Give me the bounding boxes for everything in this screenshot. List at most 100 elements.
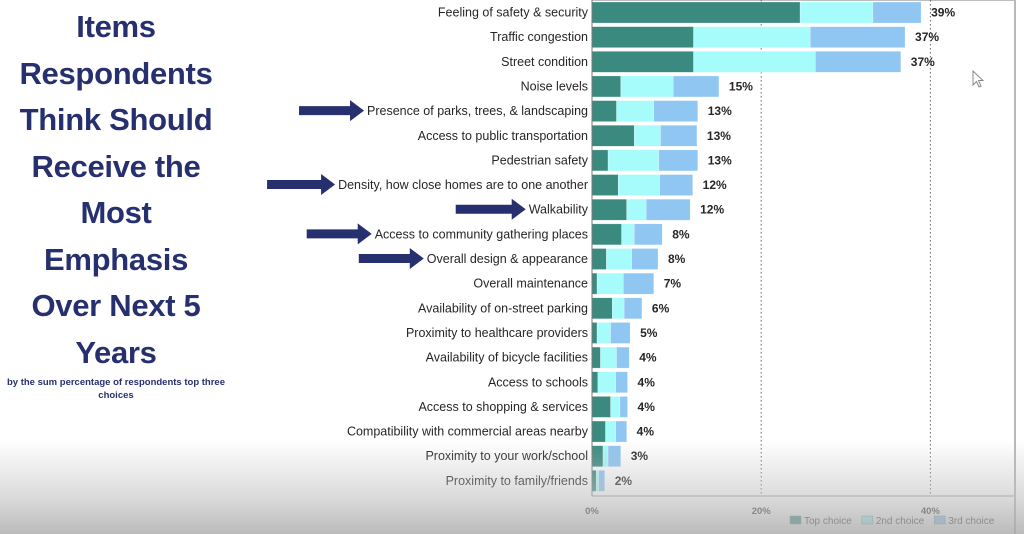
arrow-icon	[455, 198, 526, 220]
bar-segment-3rd-choice	[634, 223, 663, 246]
bar-segment-top-choice	[591, 149, 609, 172]
bar-segment-2nd-choice	[595, 470, 600, 492]
value-label: 3%	[631, 449, 649, 463]
bar-segment-top-choice	[591, 75, 622, 98]
category-label: Noise levels	[521, 79, 588, 93]
bar-segment-3rd-choice	[607, 445, 622, 467]
bar-segment-top-choice	[591, 470, 597, 492]
category-label: Availability of bicycle facilities	[426, 351, 588, 365]
bar-segment-top-choice	[591, 272, 598, 295]
annotation-arrows	[267, 100, 526, 269]
bar-segment-top-choice	[591, 396, 611, 418]
legend-label: 3rd choice	[948, 516, 995, 527]
bar-segment-3rd-choice	[810, 26, 906, 48]
value-label: 37%	[915, 30, 939, 44]
category-label: Overall maintenance	[473, 277, 588, 291]
value-label: 13%	[708, 153, 732, 167]
window-frame-edge	[1014, 0, 1016, 534]
bars	[591, 1, 922, 492]
bar-segment-2nd-choice	[799, 1, 874, 24]
legend-label: Top choice	[804, 516, 852, 527]
category-label: Access to public transportation	[418, 129, 588, 143]
bar-segment-top-choice	[591, 322, 598, 344]
bar-segment-top-choice	[591, 51, 694, 73]
bar-segment-top-choice	[591, 100, 617, 122]
bar-segment-3rd-choice	[598, 470, 605, 492]
bar-segment-top-choice	[591, 125, 635, 147]
value-label: 4%	[639, 351, 657, 365]
category-label: Density, how close homes are to one anot…	[338, 178, 588, 192]
category-label: Feeling of safety & security	[438, 6, 589, 20]
bar-segment-2nd-choice	[693, 26, 811, 48]
bar-segment-3rd-choice	[672, 75, 720, 98]
bar-segment-3rd-choice	[658, 149, 698, 172]
bar-segment-2nd-choice	[602, 445, 609, 467]
bar-segment-2nd-choice	[621, 223, 635, 246]
value-label: 4%	[638, 400, 656, 414]
value-label: 2%	[615, 474, 633, 488]
bar-segment-2nd-choice	[606, 248, 633, 270]
category-label: Street condition	[501, 55, 588, 69]
value-label: 39%	[931, 6, 955, 20]
category-label: Access to community gathering places	[375, 227, 588, 241]
bar-segment-top-choice	[591, 346, 601, 369]
value-label: 8%	[672, 227, 690, 241]
value-label: 12%	[703, 178, 727, 192]
bar-segment-2nd-choice	[607, 149, 660, 172]
bar-segment-2nd-choice	[612, 297, 625, 320]
bar-segment-2nd-choice	[596, 272, 624, 295]
bar-segment-top-choice	[591, 174, 619, 196]
value-label: 13%	[708, 104, 732, 118]
bar-segment-top-choice	[591, 26, 694, 48]
x-tick-label: 20%	[752, 506, 772, 517]
bar-segment-top-choice	[591, 223, 622, 246]
bar-segment-3rd-choice	[659, 174, 693, 196]
bar-segment-3rd-choice	[872, 1, 922, 24]
category-label: Pedestrian safety	[491, 153, 588, 167]
bar-segment-top-choice	[591, 1, 801, 24]
category-label: Access to schools	[488, 375, 588, 389]
value-label: 7%	[664, 277, 682, 291]
bar-segment-3rd-choice	[616, 346, 630, 369]
category-label: Proximity to family/friends	[446, 474, 588, 488]
value-label: 13%	[707, 129, 731, 143]
bar-segment-top-choice	[591, 371, 599, 393]
bar-segment-3rd-choice	[645, 198, 691, 221]
gridlines	[592, 0, 1014, 497]
arrow-icon	[267, 174, 336, 196]
slide-subtitle: by the sum percentage of respondents top…	[6, 377, 225, 401]
value-label: 4%	[638, 375, 656, 389]
legend-swatch-icon	[861, 515, 874, 525]
legend-label: 2nd choice	[876, 516, 925, 527]
category-label: Proximity to your work/school	[425, 449, 588, 463]
category-label: Presence of parks, trees, & landscaping	[367, 104, 588, 118]
category-label: Traffic congestion	[490, 30, 588, 44]
slide-title-block: Items Respondents Think Should Receive t…	[0, 4, 232, 402]
bar-segment-2nd-choice	[634, 125, 661, 147]
category-label: Walkability	[529, 203, 589, 217]
category-labels: Feeling of safety & security Traffic cong…	[338, 6, 589, 488]
value-label: 12%	[700, 203, 724, 217]
bar-segment-2nd-choice	[617, 174, 660, 196]
bar-segment-3rd-choice	[623, 297, 643, 320]
bar-segment-3rd-choice	[615, 420, 627, 443]
category-label: Access to shopping & services	[418, 400, 588, 414]
bar-segment-2nd-choice	[605, 420, 616, 443]
legend: Top choice 2nd choice 3rd choice	[789, 515, 995, 527]
legend-swatch-icon	[933, 515, 946, 525]
mouse-cursor-icon	[972, 70, 985, 88]
category-label: Proximity to healthcare providers	[406, 326, 588, 340]
value-label: 5%	[640, 326, 658, 340]
value-label: 15%	[729, 79, 753, 93]
bar-segment-3rd-choice	[615, 371, 628, 393]
bar-segment-2nd-choice	[596, 322, 611, 344]
legend-swatch-icon	[789, 515, 802, 525]
bar-segment-2nd-choice	[600, 346, 617, 369]
bar-segment-3rd-choice	[623, 272, 655, 295]
arrow-icon	[306, 223, 372, 245]
value-label: 4%	[637, 425, 655, 439]
arrow-icon	[358, 248, 424, 269]
bar-segment-3rd-choice	[660, 125, 698, 147]
bar-segment-top-choice	[591, 445, 604, 467]
bar-segment-top-choice	[591, 420, 606, 443]
